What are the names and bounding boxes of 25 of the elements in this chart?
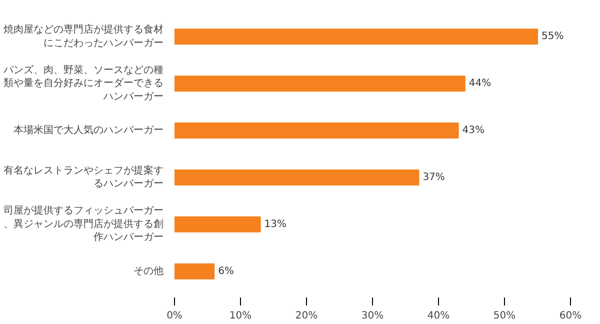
data-label: 37% [422, 172, 445, 183]
x-tick-label: 0% [166, 310, 182, 322]
y-tick-label: 焼肉屋などの専門店が提供する食材にこだわったハンバーガー [4, 24, 164, 49]
bar [174, 122, 459, 139]
x-tick-label: 20% [295, 310, 318, 322]
y-tick-label: 有名なレストランやシェフが提案するハンバーガー [4, 164, 164, 190]
data-label: 6% [218, 266, 234, 277]
y-tick-label: その他 [134, 264, 164, 277]
x-tick-label: 50% [493, 310, 516, 322]
y-tick-label: パンズ、肉、野菜、ソースなどの種類や量を自分好みにオーダーできるハンバーガー [2, 64, 164, 102]
bar [174, 216, 261, 232]
data-label: 43% [462, 125, 485, 136]
data-label: 55% [542, 31, 564, 42]
x-tick-label: 30% [361, 310, 384, 322]
bar [174, 28, 538, 45]
x-tick-label: 10% [229, 310, 252, 322]
data-label: 13% [264, 218, 287, 230]
bar [174, 169, 420, 186]
x-tick-label: 40% [427, 310, 450, 322]
bar [174, 76, 466, 92]
data-label: 44% [468, 78, 492, 90]
x-tick-label: 60% [559, 310, 582, 322]
bar [174, 263, 215, 280]
y-tick-label: 本場米国で大人気のハンバーガー [14, 124, 164, 136]
y-tick-label: 司屋が提供するフィッシュバーガー、異ジャンルの専門店が提供する創作ハンバーガー [4, 204, 164, 244]
